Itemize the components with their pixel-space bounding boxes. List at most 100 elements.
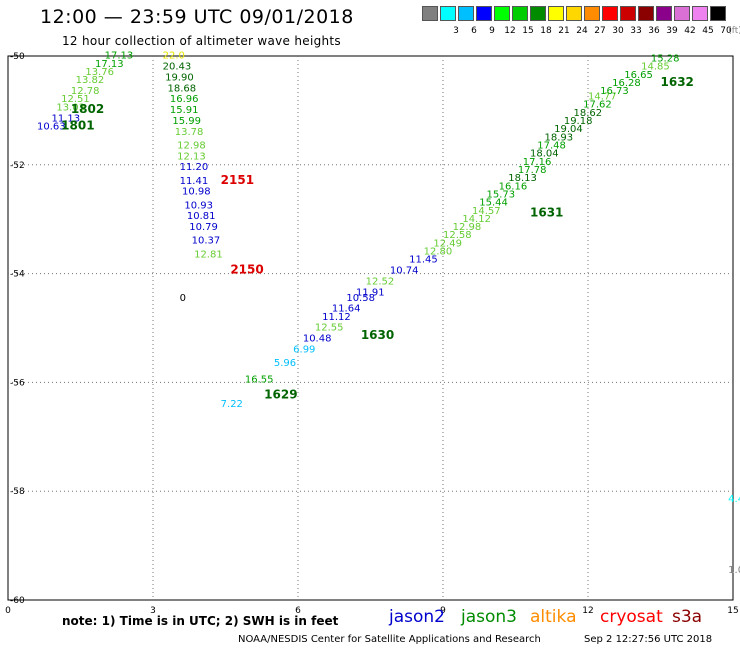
wave-height-reading: 1.0 (728, 565, 740, 576)
wave-height-reading: 13.76 (85, 67, 114, 78)
wave-height-reading: 10.79 (189, 222, 218, 233)
wave-height-reading: 12.98 (177, 140, 206, 151)
wave-height-reading: 18.13 (508, 173, 537, 184)
legend-units: (ft) (728, 26, 740, 36)
x-tick-label: 15 (727, 606, 738, 616)
wave-height-reading: 10.48 (303, 334, 332, 345)
map-title: 12:00 — 23:59 UTC 09/01/2018 (40, 6, 354, 28)
x-tick-label: 9 (440, 606, 446, 616)
wave-height-reading: 15.73 (487, 189, 516, 200)
wave-height-reading: 17.16 (523, 157, 552, 168)
pass-time-label: 1629 (264, 388, 297, 402)
x-tick-label: 0 (5, 606, 11, 616)
legend-swatch (584, 6, 600, 21)
wave-height-reading: 0 (180, 293, 186, 304)
legend-swatch (656, 6, 672, 21)
wave-height-reading: 12.58 (443, 230, 472, 241)
wave-height-reading: 15.44 (479, 198, 508, 209)
pass-time-label: 1802 (71, 102, 104, 116)
legend-swatch (692, 6, 708, 21)
wave-height-reading: 22.0 (163, 51, 185, 62)
legend-label: 21 (558, 26, 570, 36)
legend-label: 33 (630, 26, 642, 36)
pass-time-label: 1631 (530, 205, 563, 219)
legend-swatch (476, 6, 492, 21)
legend-label: 24 (576, 26, 588, 36)
satellite-label-s3a: s3a (672, 607, 703, 627)
legend-swatch (620, 6, 636, 21)
legend-label: 15 (522, 26, 534, 36)
wave-height-reading: 16.55 (245, 374, 274, 385)
wave-height-reading: 19.18 (564, 116, 593, 127)
legend-swatch (710, 6, 726, 21)
wave-height-reading: 17.48 (537, 140, 566, 151)
wave-height-reading: 17.62 (583, 100, 612, 111)
legend-label: 18 (540, 26, 552, 36)
wave-height-reading: 13.03 (56, 102, 85, 113)
wave-height-reading: 20.43 (163, 62, 192, 73)
legend-label: 36 (648, 26, 660, 36)
wave-height-reading: 10.74 (390, 266, 419, 277)
wave-height-reading: 10.81 (187, 211, 216, 222)
legend-swatch (512, 6, 528, 21)
wave-height-reading: 6.99 (293, 344, 315, 355)
wave-height-reading: 5.96 (274, 358, 296, 369)
wave-height-reading: 15.99 (172, 116, 201, 127)
y-tick-label: -54 (10, 270, 25, 280)
legend-swatch (566, 6, 582, 21)
satellite-label-cryosat: cryosat (600, 607, 663, 627)
satellite-label-jason3: jason3 (461, 607, 517, 627)
y-tick-label: -50 (10, 52, 25, 62)
pass-time-label: 1630 (361, 328, 394, 342)
legend-label: 12 (504, 26, 516, 36)
satellite-label-altika: altika (530, 607, 577, 627)
wave-height-reading: 11.64 (332, 304, 361, 315)
wave-height-reading: 11.20 (180, 162, 209, 173)
legend-swatch (422, 6, 438, 21)
wave-height-reading: 16.28 (612, 78, 641, 89)
footer-note: note: 1) Time is in UTC; 2) SWH is in fe… (62, 614, 339, 628)
legend-label: 30 (612, 26, 624, 36)
wave-height-reading: 12.49 (433, 238, 462, 249)
x-tick-label: 12 (582, 606, 593, 616)
wave-height-reading: 10.93 (184, 200, 213, 211)
map-frame (7, 55, 734, 601)
wave-height-reading: 10.58 (346, 293, 375, 304)
wave-height-reading: 11.13 (52, 113, 81, 124)
wave-height-reading: 12.51 (61, 94, 90, 105)
legend-label: 42 (684, 26, 696, 36)
wave-height-reading: 10.63 (37, 121, 66, 132)
wave-height-reading: 12.78 (71, 86, 100, 97)
wave-height-reading: 18.04 (530, 149, 559, 160)
legend-swatch (458, 6, 474, 21)
wave-height-reading: 12.55 (315, 323, 344, 334)
wave-height-reading: 14.85 (641, 62, 670, 73)
wave-height-reading: 11.91 (356, 287, 385, 298)
wave-height-reading: 13.78 (175, 127, 204, 138)
legend-swatch (494, 6, 510, 21)
wave-height-reading: 18.68 (168, 83, 197, 94)
wave-height-reading: 19.04 (554, 124, 583, 135)
wave-height-reading: 4.4 (728, 494, 740, 505)
wave-height-reading: 17.78 (518, 165, 547, 176)
wave-height-reading: 7.22 (221, 399, 243, 410)
wave-height-reading: 13.82 (76, 75, 105, 86)
legend-swatch (638, 6, 654, 21)
pass-time-label: 2150 (230, 263, 263, 277)
legend-swatch (674, 6, 690, 21)
wave-height-reading: 12.81 (194, 249, 223, 260)
wave-height-reading: 18.93 (545, 132, 574, 143)
x-tick-label: 6 (295, 606, 301, 616)
wave-height-reading: 12.98 (453, 222, 482, 233)
legend-swatch (602, 6, 618, 21)
y-tick-label: -60 (10, 596, 25, 606)
wave-height-reading: 10.37 (192, 236, 221, 247)
wave-height-reading: 15.28 (651, 53, 680, 64)
wave-height-reading: 16.16 (499, 181, 528, 192)
wave-height-reading: 16.73 (600, 86, 629, 97)
legend-swatch (548, 6, 564, 21)
y-tick-label: -52 (10, 161, 25, 171)
legend-label: 45 (702, 26, 714, 36)
wave-height-reading: 14.77 (588, 92, 617, 103)
